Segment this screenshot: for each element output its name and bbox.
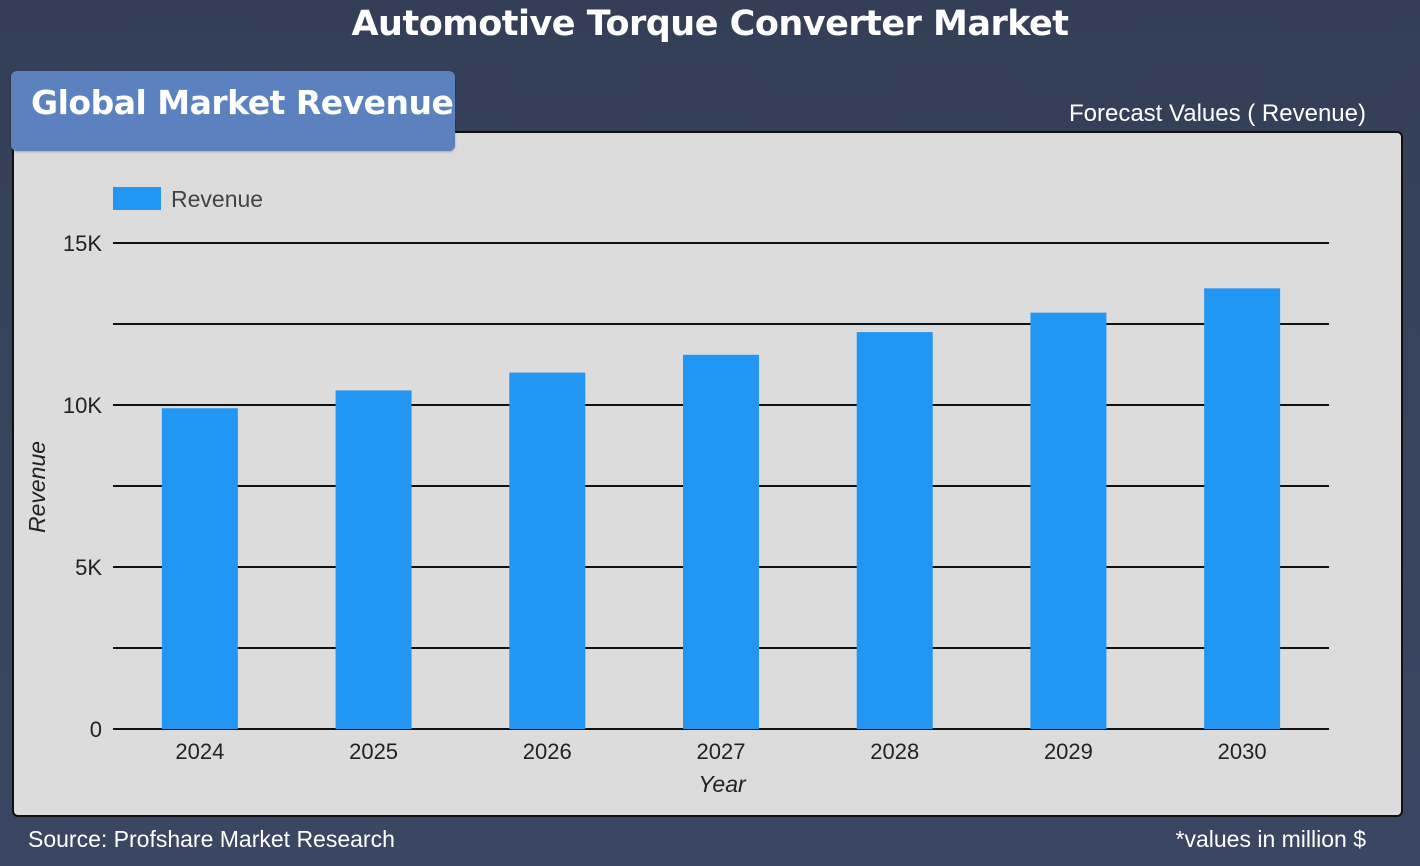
x-tick-labels: 2024 2025 2026 2027 2028 2029 2030 xyxy=(175,739,1266,764)
bars xyxy=(161,288,1281,729)
forecast-label: Forecast Values ( Revenue) xyxy=(1068,100,1366,127)
legend-label: Revenue xyxy=(171,186,263,212)
legend[interactable]: Revenue xyxy=(113,186,263,212)
x-axis-title: Year xyxy=(698,771,747,797)
page-title: Automotive Torque Converter Market xyxy=(351,4,1069,44)
y-tick-label: 10K xyxy=(63,393,102,418)
source-note: Source: Profshare Market Research xyxy=(28,826,395,852)
y-tick-label: 5K xyxy=(75,555,102,580)
y-tick-label: 0 xyxy=(90,717,102,742)
bar-2024[interactable] xyxy=(161,408,238,729)
x-tick-label: 2025 xyxy=(349,739,398,764)
bar-2026[interactable] xyxy=(509,372,586,729)
x-tick-label: 2028 xyxy=(870,739,919,764)
x-tick-label: 2027 xyxy=(697,739,746,764)
bar-2030[interactable] xyxy=(1204,288,1281,729)
x-tick-label: 2030 xyxy=(1218,739,1267,764)
y-tick-label: 15K xyxy=(63,231,102,256)
x-tick-label: 2024 xyxy=(175,739,224,764)
x-tick-label: 2026 xyxy=(523,739,572,764)
bar-2027[interactable] xyxy=(683,354,759,729)
bar-2025[interactable] xyxy=(335,390,412,729)
y-tick-labels: 0 5K 10K 15K xyxy=(63,231,102,742)
bar-2029[interactable] xyxy=(1030,312,1107,729)
x-tick-label: 2029 xyxy=(1044,739,1093,764)
badge-label: Global Market Revenue xyxy=(31,83,454,122)
legend-swatch xyxy=(113,187,161,210)
units-note: *values in million $ xyxy=(1175,826,1366,852)
y-axis-title: Revenue xyxy=(24,441,50,533)
bar-2028[interactable] xyxy=(856,332,933,729)
section-badge: Global Market Revenue xyxy=(11,71,455,151)
